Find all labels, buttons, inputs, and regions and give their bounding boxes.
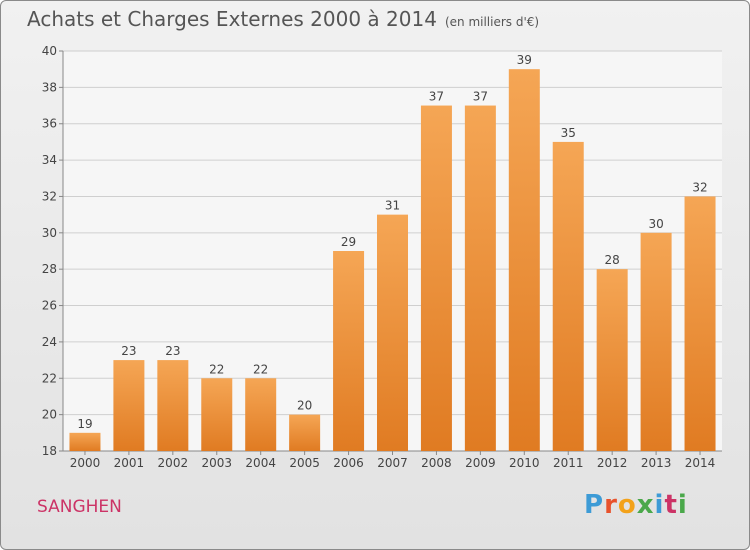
x-tick-label: 2007 bbox=[377, 456, 408, 470]
bar bbox=[508, 69, 540, 451]
x-tick-label: 2011 bbox=[553, 456, 584, 470]
bar bbox=[684, 196, 716, 451]
data-label: 31 bbox=[385, 199, 400, 213]
bar bbox=[333, 251, 365, 451]
data-label: 35 bbox=[561, 126, 576, 140]
y-tick-label: 38 bbox=[42, 80, 57, 94]
y-tick-label: 28 bbox=[42, 262, 57, 276]
bar bbox=[552, 141, 584, 451]
data-label: 22 bbox=[209, 362, 224, 376]
data-label: 39 bbox=[517, 53, 532, 67]
data-label: 30 bbox=[648, 217, 663, 231]
y-tick-label: 30 bbox=[42, 226, 57, 240]
data-label: 32 bbox=[692, 180, 707, 194]
bar bbox=[596, 269, 628, 451]
y-tick-label: 20 bbox=[42, 408, 57, 422]
x-tick-label: 2009 bbox=[465, 456, 496, 470]
y-tick-label: 18 bbox=[42, 444, 57, 458]
commune-name: SANGHEN bbox=[37, 497, 122, 517]
x-tick-label: 2010 bbox=[509, 456, 540, 470]
chart-title-text: Achats et Charges Externes 2000 à 2014 bbox=[27, 7, 437, 31]
bar bbox=[377, 214, 408, 451]
data-label: 37 bbox=[429, 90, 444, 104]
chart-title: Achats et Charges Externes 2000 à 2014 (e… bbox=[27, 7, 539, 31]
y-tick-label: 24 bbox=[42, 335, 57, 349]
chart-unit-note: (en milliers d'€) bbox=[444, 15, 540, 29]
y-tick-label: 32 bbox=[42, 189, 57, 203]
x-tick-label: 2008 bbox=[421, 456, 452, 470]
logo-letter: x bbox=[636, 490, 655, 520]
bar bbox=[245, 378, 277, 451]
bar bbox=[464, 105, 496, 451]
data-label: 28 bbox=[605, 253, 620, 267]
logo-letter: P bbox=[584, 490, 605, 520]
y-tick-label: 36 bbox=[42, 117, 57, 131]
data-label: 19 bbox=[77, 417, 92, 431]
x-tick-label: 2001 bbox=[114, 456, 145, 470]
logo-letter: i bbox=[677, 490, 688, 520]
data-label: 23 bbox=[121, 344, 136, 358]
y-tick-label: 22 bbox=[42, 371, 57, 385]
logo-letter: i bbox=[654, 490, 665, 520]
x-tick-label: 2002 bbox=[158, 456, 189, 470]
data-label: 23 bbox=[165, 344, 180, 358]
logo-letter: o bbox=[617, 490, 637, 520]
bar bbox=[201, 378, 233, 451]
y-tick-label: 40 bbox=[42, 44, 57, 58]
data-label: 20 bbox=[297, 399, 312, 413]
bar bbox=[420, 105, 452, 451]
x-tick-label: 2000 bbox=[70, 456, 101, 470]
x-tick-label: 2006 bbox=[333, 456, 364, 470]
x-tick-label: 2014 bbox=[685, 456, 716, 470]
logo-letter: r bbox=[604, 490, 618, 520]
bar bbox=[289, 414, 321, 451]
bar bbox=[157, 360, 189, 451]
bar bbox=[113, 360, 145, 451]
x-tick-label: 2004 bbox=[245, 456, 276, 470]
y-tick-label: 34 bbox=[42, 153, 57, 167]
x-tick-label: 2005 bbox=[289, 456, 320, 470]
bar bbox=[69, 432, 101, 451]
proxiti-logo: Proxiti bbox=[584, 490, 688, 520]
data-label: 37 bbox=[473, 90, 488, 104]
bar bbox=[640, 232, 672, 451]
data-label: 22 bbox=[253, 362, 268, 376]
x-tick-label: 2012 bbox=[597, 456, 628, 470]
logo-letter: t bbox=[664, 490, 678, 520]
x-tick-label: 2003 bbox=[201, 456, 232, 470]
data-label: 29 bbox=[341, 235, 356, 249]
x-tick-label: 2013 bbox=[641, 456, 672, 470]
y-tick-label: 26 bbox=[42, 299, 57, 313]
